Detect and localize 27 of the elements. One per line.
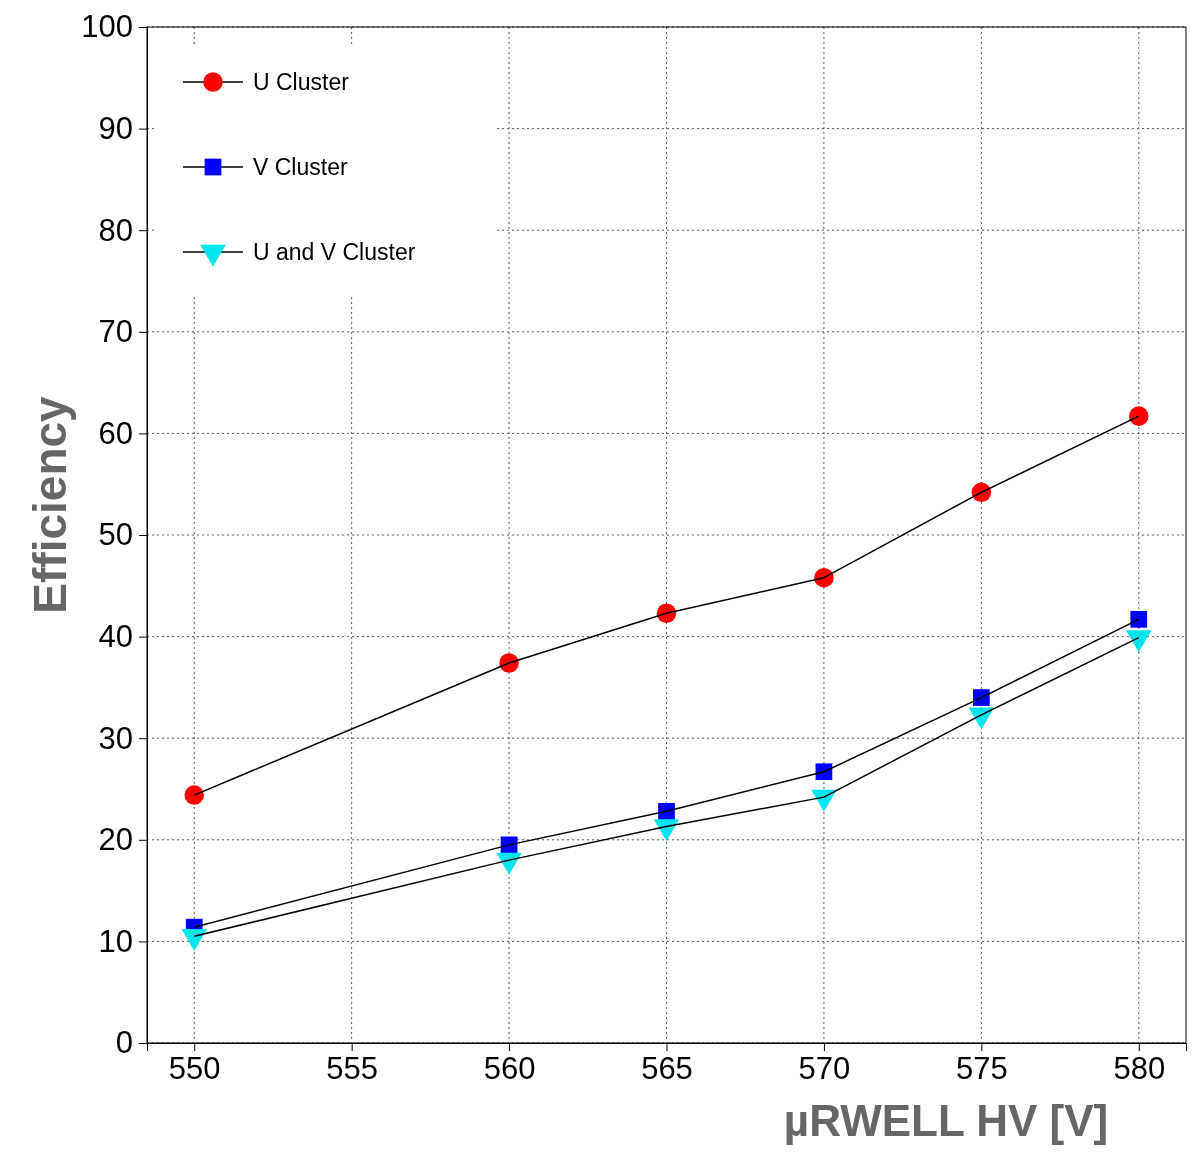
- y-tick-label: 100: [81, 9, 133, 45]
- x-tick-label: 580: [1113, 1051, 1166, 1087]
- y-tick-label: 20: [98, 822, 133, 858]
- y-tick-label: 40: [98, 619, 133, 655]
- y-tick-label: 80: [98, 212, 133, 248]
- point: [184, 785, 204, 805]
- point: [972, 689, 990, 706]
- y-tick-label: 10: [98, 923, 133, 959]
- y-tick-label: 90: [98, 111, 133, 147]
- x-tick-label: 565: [641, 1051, 693, 1087]
- x-tick-label: 575: [955, 1051, 1008, 1087]
- x-tick-label: 555: [326, 1051, 379, 1087]
- x-tick-label: 570: [798, 1051, 851, 1087]
- y-tick-label: 30: [98, 720, 133, 756]
- y-tick-label: 0: [115, 1025, 133, 1061]
- y-tick-label: 60: [98, 415, 133, 451]
- point: [1130, 610, 1148, 628]
- point: [1129, 406, 1149, 426]
- x-axis-title: µRWELL HV [V]: [783, 1096, 1109, 1145]
- y-axis-title: Efficiency: [24, 395, 76, 614]
- x-tick-label: 560: [483, 1051, 536, 1087]
- legend-label: U and V Cluster: [253, 239, 416, 265]
- y-tick-label: 50: [98, 517, 133, 553]
- y-tick-label: 70: [98, 314, 133, 350]
- legend-label: V Cluster: [253, 154, 348, 180]
- x-tick-label: 550: [168, 1051, 221, 1087]
- legend-label: U Cluster: [253, 69, 350, 95]
